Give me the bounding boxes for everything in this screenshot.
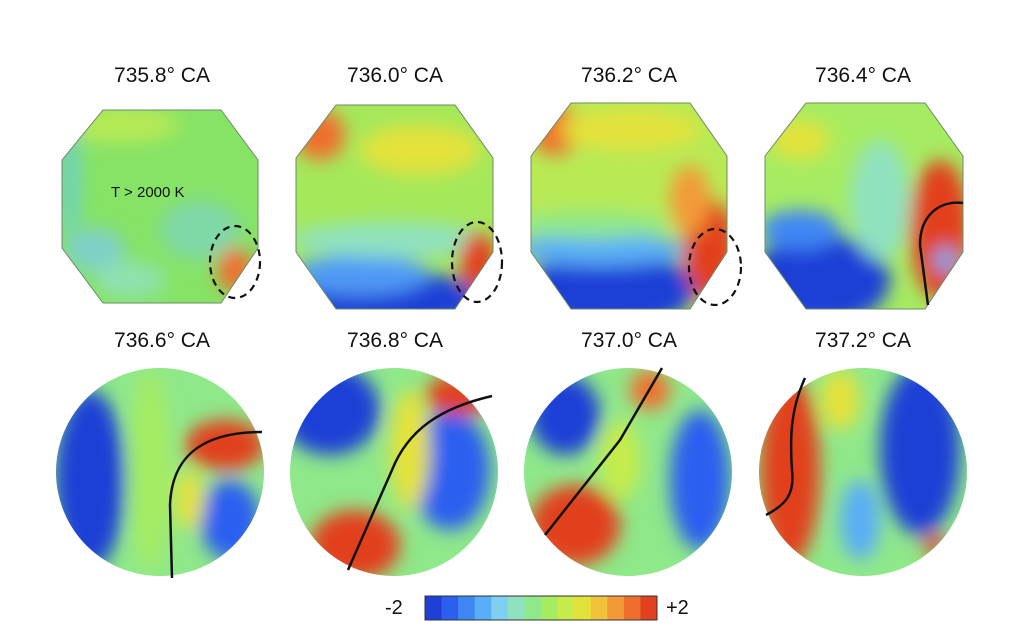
colorbar-segment: [491, 596, 509, 620]
panel-4-title: 736.4° CA: [815, 64, 911, 87]
colorbar-segment: [425, 596, 443, 620]
panel-1-dashed-ellipse: [208, 224, 262, 300]
panel-2-title: 736.0° CA: [347, 64, 443, 87]
colorbar: [425, 596, 658, 620]
colorbar-segment: [640, 596, 658, 620]
colorbar-segment: [574, 596, 592, 620]
panel-6-flame-front: [346, 394, 493, 571]
colorbar-frame: [424, 595, 658, 621]
panel-1-title: 735.8° CA: [114, 64, 210, 87]
panel-3-dashed-ellipse: [687, 227, 743, 307]
panel-1-field: [62, 110, 258, 303]
colorbar-segment: [474, 596, 492, 620]
colorbar-segment: [607, 596, 625, 620]
colorbar-segment: [458, 596, 476, 620]
colorbar-segment: [541, 596, 559, 620]
panel-7-field: [524, 368, 732, 576]
panel-2-dashed-ellipse: [450, 220, 504, 304]
panel-2-outline: [295, 104, 494, 310]
panel-3-outline: [530, 102, 728, 310]
panel-7-flame-front: [544, 367, 664, 536]
panel-8-flame-front: [765, 377, 807, 517]
colorbar-min-label: -2: [385, 597, 403, 619]
panel-4-flame-front: [918, 201, 964, 306]
panel-8-field: [759, 368, 967, 576]
colorbar-segment: [590, 596, 608, 620]
panel-5-title: 736.6° CA: [114, 329, 210, 352]
panel-8-title: 737.2° CA: [815, 329, 911, 352]
panel-6-title: 736.8° CA: [347, 329, 443, 352]
panel-6-field: [290, 368, 498, 576]
colorbar-segment: [507, 596, 525, 620]
panel-5-flame-front: [168, 430, 263, 579]
colorbar-segment: [524, 596, 542, 620]
panel-4-outline: [764, 102, 964, 310]
panel-1-outline: [61, 109, 259, 304]
colorbar-segment: [623, 596, 641, 620]
panel-2-field: [296, 105, 493, 309]
colorbar-segment: [557, 596, 575, 620]
colorbar-max-label: +2: [666, 597, 689, 619]
panel-7-title: 737.0° CA: [581, 329, 677, 352]
panel-3-title: 736.2° CA: [581, 64, 677, 87]
panel-5-field: [56, 368, 264, 576]
colorbar-segment: [441, 596, 459, 620]
temperature-annotation: T > 2000 K: [111, 184, 185, 201]
panel-3-field: [531, 103, 727, 309]
